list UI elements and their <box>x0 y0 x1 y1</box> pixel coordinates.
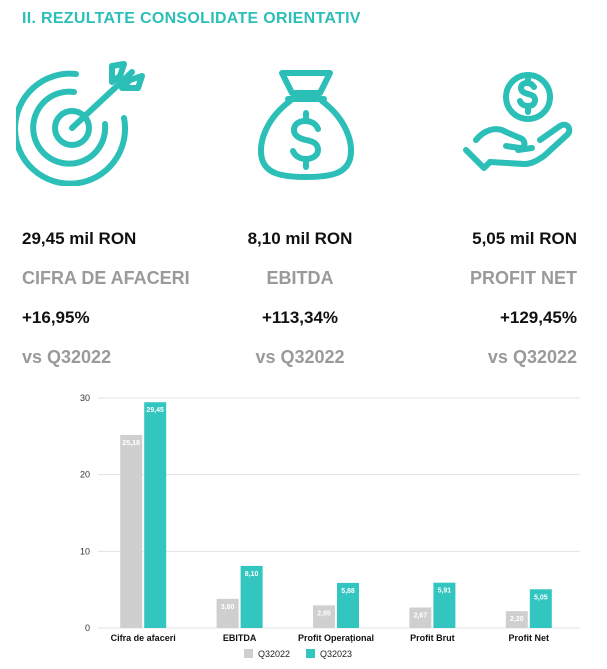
bar-q32022-2 <box>313 605 335 628</box>
kpi-change-ebitda: +113,34% <box>261 308 339 327</box>
data-label-q32022-3: 2,67 <box>414 613 428 620</box>
kpi-value-ebitda: 8,10 mil RON <box>247 229 353 248</box>
x-tick-label-0: Cifra de afaceri <box>111 633 176 643</box>
kpi-change-revenue: +16,95% <box>22 308 90 327</box>
legend-label-q32023: Q32023 <box>320 649 352 659</box>
data-label-q32022-2: 2,95 <box>317 610 331 617</box>
kpi-baseline-ebitda: vs Q32022 <box>255 347 345 367</box>
y-tick-label-1: 10 <box>80 546 90 556</box>
bar-q32023-3 <box>433 582 456 628</box>
bar-q32023-1 <box>240 565 263 628</box>
data-label-q32023-4: 5,05 <box>534 594 548 601</box>
data-label-q32022-1: 3,80 <box>221 604 235 611</box>
kpi-value-revenue: 29,45 mil RON <box>22 229 137 248</box>
x-tick-label-2: Profit Operațional <box>298 633 374 643</box>
kpi-label-revenue: CIFRA DE AFACERI <box>22 268 190 288</box>
kpi-value-net-profit: 5,05 mil RON <box>472 229 577 248</box>
bar-q32023-4 <box>529 589 552 628</box>
bar-chart-svg: 0 10 20 30 25,18 29,45 Cifra de afaceri 3,80 8,1… <box>80 393 580 659</box>
section-title: II. REZULTATE CONSOLIDATE ORIENTATIV <box>22 10 361 27</box>
data-label-q32023-3: 5,91 <box>438 588 452 595</box>
kpi-baseline-net-profit: vs Q32022 <box>487 347 577 367</box>
kpi-change-net-profit: +129,45% <box>499 308 577 327</box>
bar-q32022-4 <box>505 611 528 628</box>
legend-swatch-q32023 <box>306 649 315 658</box>
bar-q32022-1 <box>216 598 239 628</box>
x-tick-label-1: EBITDA <box>223 633 257 643</box>
bar-q32022-0 <box>120 434 143 628</box>
data-label-q32023-0: 29,45 <box>146 407 164 414</box>
bar-q32022-3 <box>409 607 432 628</box>
legend-label-q32022: Q32022 <box>258 649 290 659</box>
x-tick-label-3: Profit Brut <box>410 633 455 643</box>
x-tick-label-4: Profit Net <box>509 633 550 643</box>
bar-chart: 0 10 20 30 25,18 29,45 Cifra de afaceri 3,80 8,1… <box>70 388 595 664</box>
kpi-label-net-profit: PROFIT NET <box>470 268 577 288</box>
data-label-q32022-4: 2,20 <box>510 616 524 623</box>
data-label-q32023-2: 5,88 <box>341 588 355 595</box>
bar-q32023-0 <box>144 402 167 628</box>
hand-coin-icon <box>462 70 576 180</box>
target-icon <box>16 60 148 186</box>
y-tick-label-3: 30 <box>80 393 90 403</box>
y-tick-label-0: 0 <box>85 623 90 633</box>
money-bag-icon <box>258 67 354 181</box>
kpi-label-ebitda: EBITDA <box>266 268 334 288</box>
y-tick-label-2: 20 <box>80 470 90 480</box>
data-label-q32022-0: 25,18 <box>122 440 140 447</box>
legend-swatch-q32022 <box>244 649 253 658</box>
data-label-q32023-1: 8,10 <box>245 571 259 578</box>
kpi-baseline-revenue: vs Q32022 <box>22 347 112 367</box>
bar-q32023-2 <box>337 582 359 628</box>
